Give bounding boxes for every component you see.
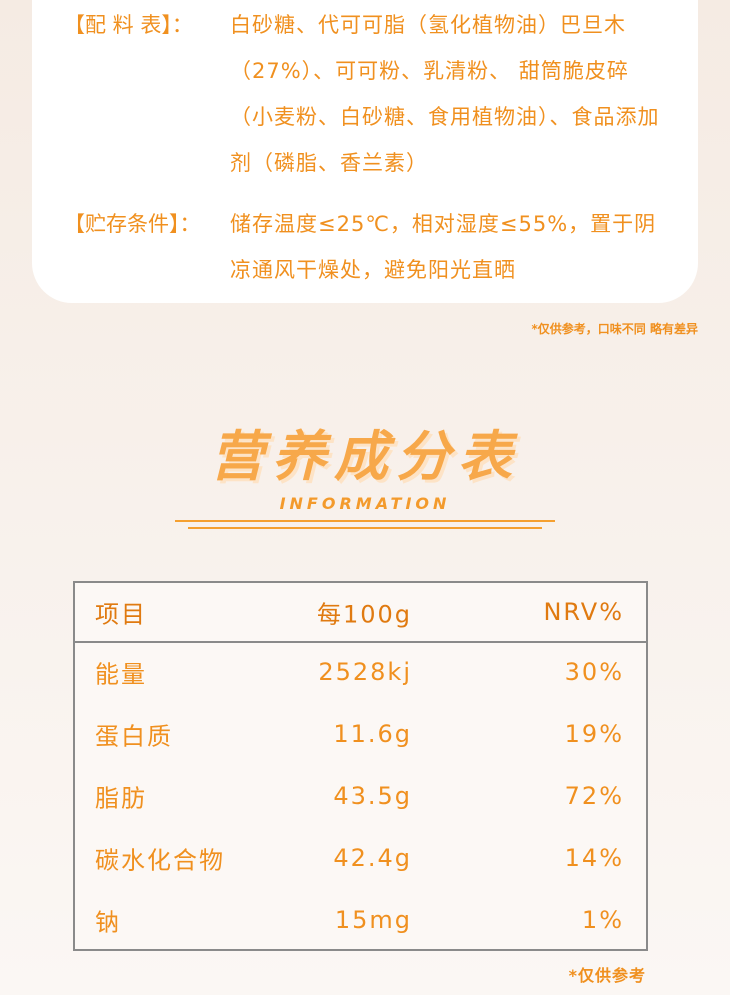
table-row: 脂肪 43.5g 72% [75, 765, 646, 827]
cell: 脂肪 [95, 784, 147, 813]
storage: 【贮存条件】： 储存温度≤25℃，相对湿度≤55%，置于阴凉通风干燥处，避免阳光… [64, 201, 670, 293]
table-row: 能量 2528kj 30% [75, 641, 646, 703]
cell: 2528kj [318, 658, 412, 686]
cell: 43.5g [333, 782, 412, 810]
cell: 碳水化合物 [95, 846, 225, 875]
nutrition-table: 项目 每100g NRV% 能量 2528kj 30% 蛋白质 11.6g 19% 脂肪 43.5g… [73, 581, 648, 951]
cell: 30% [564, 658, 624, 686]
info-card [32, 0, 698, 303]
cell: NRV% [543, 598, 624, 626]
cell: 14% [564, 844, 624, 872]
section-subtitle: INFORMATION [279, 494, 451, 513]
cell: 72% [564, 782, 624, 810]
label: 【贮存条件】： [64, 212, 201, 236]
cell: 蛋白质 [95, 722, 173, 751]
divider [188, 527, 542, 529]
table-row: 钠 15mg 1% [75, 889, 646, 951]
cell: 11.6g [333, 720, 412, 748]
footnote: *仅供参考 [568, 966, 646, 985]
cell: 42.4g [333, 844, 412, 872]
cell: 每100g [316, 600, 412, 629]
divider [175, 520, 555, 522]
cell: 15mg [334, 906, 412, 934]
note: *仅供参考，口味不同 略有差异 [531, 322, 698, 336]
cell: 钠 [95, 908, 121, 937]
cell: 1% [581, 906, 624, 934]
text: 白砂糖、代可可脂（氢化植物油）巴旦木（27%）、可可粉、乳清粉、 甜筒脆皮碎（小… [230, 13, 660, 175]
section-title: 营养成分表 [210, 425, 520, 488]
ingredients: 【配 料 表】： 白砂糖、代可可脂（氢化植物油）巴旦木（27%）、可可粉、乳清粉… [64, 2, 670, 186]
cell: 能量 [95, 660, 147, 689]
table-row: 蛋白质 11.6g 19% [75, 703, 646, 765]
cell: 项目 [95, 600, 147, 629]
label: 【配 料 表】： [64, 13, 193, 37]
table-row: 项目 每100g NRV% [75, 583, 646, 643]
text: 储存温度≤25℃，相对湿度≤55%，置于阴凉通风干燥处，避免阳光直晒 [230, 212, 657, 282]
cell: 19% [564, 720, 624, 748]
table-row: 碳水化合物 42.4g 14% [75, 827, 646, 889]
